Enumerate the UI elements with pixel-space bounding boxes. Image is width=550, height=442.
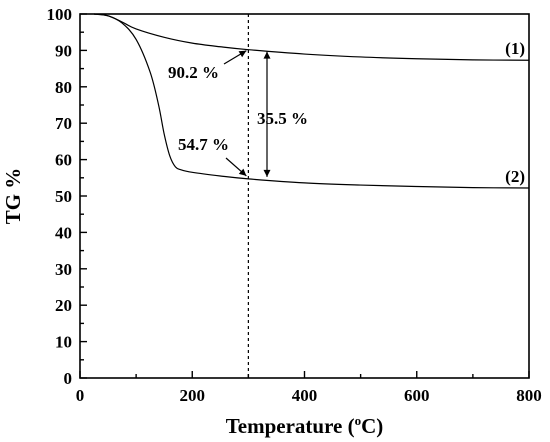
annotation-upper-value: 90.2 %	[168, 63, 219, 82]
x-tick-label: 600	[404, 386, 430, 405]
y-tick-label: 90	[55, 41, 72, 60]
x-axis-title: Temperature (oC)	[226, 413, 384, 438]
x-tick-label: 400	[292, 386, 318, 405]
x-axis-title-sup: o	[355, 413, 362, 428]
series-label-1: (1)	[505, 39, 525, 58]
curves-layer: (1) (2)	[93, 13, 530, 189]
annotation-difference: 35.5 %	[257, 109, 308, 128]
y-tick-label: 0	[64, 369, 73, 388]
plot-frame	[79, 13, 530, 379]
x-tick-label: 200	[180, 386, 206, 405]
y-axis-title: TG %	[1, 168, 25, 225]
y-tick-label: 100	[47, 5, 73, 24]
y-tick-label: 10	[55, 333, 72, 352]
x-axis-title-main: Temperature (	[226, 414, 355, 438]
y-tick-label: 20	[55, 296, 72, 315]
annotation-lower-arrowhead	[238, 168, 247, 176]
x-tick-label: 800	[516, 386, 542, 405]
y-tick-label: 80	[55, 78, 72, 97]
series-line-1	[93, 13, 530, 61]
y-tick-label: 70	[55, 114, 72, 133]
y-tick-label: 50	[55, 187, 72, 206]
y-tick-label: 60	[55, 151, 72, 170]
ticks-layer: 0 200 400 600 800 0 10 20 30 40 50 60 70 80 90 100	[47, 5, 542, 405]
annotation-lower-value: 54.7 %	[178, 135, 229, 154]
difference-arrowhead-top	[263, 51, 271, 59]
y-tick-label: 40	[55, 223, 72, 242]
x-tick-label: 0	[76, 386, 85, 405]
series-label-2: (2)	[505, 167, 525, 186]
annotation-upper-arrowhead	[238, 50, 247, 58]
x-axis-title-tail: C)	[361, 414, 383, 438]
y-tick-label: 30	[55, 260, 72, 279]
series-line-2	[93, 13, 530, 189]
annotations-layer: 90.2 % 54.7 % 35.5 %	[168, 14, 308, 378]
difference-arrowhead-bottom	[263, 169, 271, 177]
